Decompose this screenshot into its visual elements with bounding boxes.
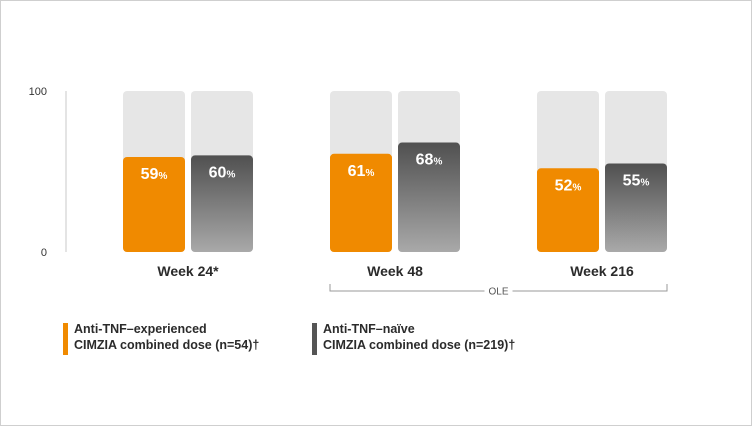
legend-line-2: CIMZIA combined dose (n=54)† — [74, 338, 260, 352]
bar-value-label: 52% — [555, 177, 582, 194]
x-tick-label: Week 24* — [157, 263, 219, 279]
bar — [605, 163, 667, 252]
bar — [537, 168, 599, 252]
y-tick-label: 100 — [29, 86, 47, 98]
bar — [191, 155, 253, 252]
legend-label: Anti-TNF–experienced CIMZIA combined dos… — [74, 321, 259, 353]
bar-value-label: 68% — [416, 152, 443, 169]
ole-label: OLE — [488, 287, 508, 298]
ole-bracket — [329, 284, 668, 292]
legend-line-2: CIMZIA combined dose (n=219)† — [323, 338, 516, 352]
legend-line-1: Anti-TNF–experienced — [74, 322, 207, 336]
bar — [123, 157, 185, 252]
bar-value-label: 59% — [141, 166, 168, 183]
y-tick-label: 0 — [41, 247, 47, 259]
bar — [330, 153, 392, 252]
x-tick-label: Week 216 — [570, 263, 634, 279]
bar — [398, 142, 460, 252]
legend-item-naive: Anti-TNF–naïve CIMZIA combined dose (n=2… — [312, 321, 515, 355]
legend-swatch — [63, 323, 68, 355]
legend-label: Anti-TNF–naïve CIMZIA combined dose (n=2… — [323, 321, 515, 353]
bar-value-label: 61% — [348, 163, 375, 180]
bar-chart: 0 100 59% 60% Week 24* 61% 68% Week 48 52% 55% Wee… — [29, 86, 668, 298]
bar-value-label: 60% — [209, 164, 236, 181]
x-tick-label: Week 48 — [367, 263, 423, 279]
bar-value-label: 55% — [623, 172, 650, 189]
legend-line-1: Anti-TNF–naïve — [323, 322, 415, 336]
legend-item-experienced: Anti-TNF–experienced CIMZIA combined dos… — [63, 321, 259, 355]
legend-swatch — [312, 323, 317, 355]
